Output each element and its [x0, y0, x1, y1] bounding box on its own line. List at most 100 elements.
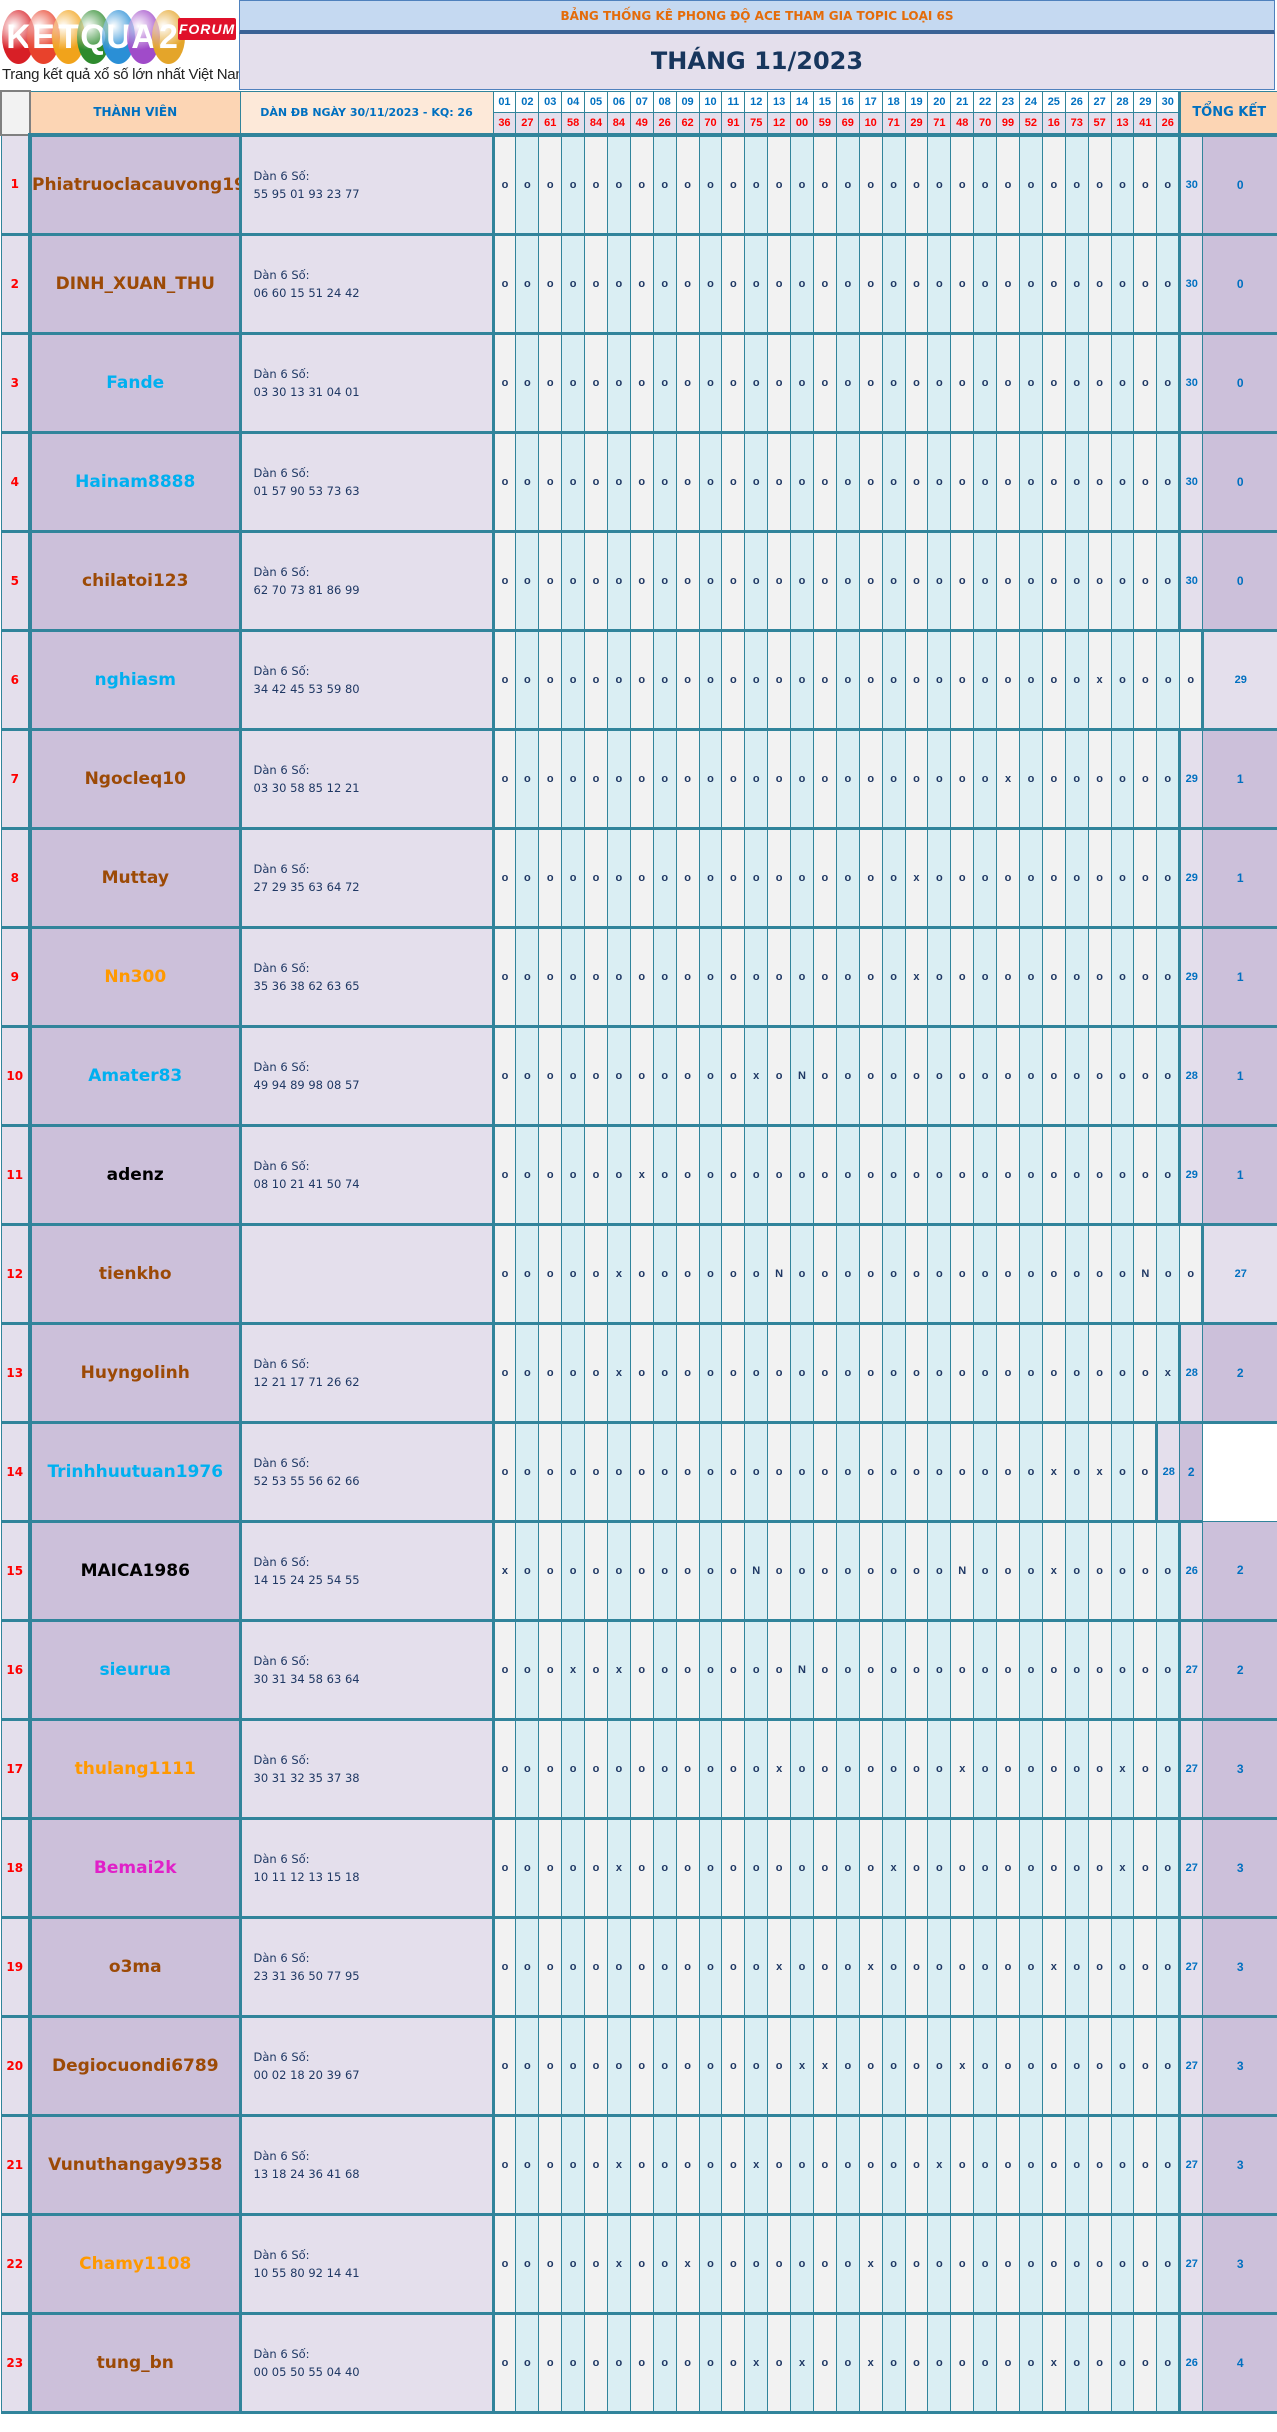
day-mark: o: [812, 629, 837, 731]
day-header: 23: [996, 90, 1020, 113]
member-name[interactable]: Nn300: [29, 926, 242, 1028]
member-name[interactable]: MAICA1986: [29, 1520, 242, 1622]
day-mark: o: [1110, 827, 1135, 929]
day-mark: o: [515, 1421, 540, 1523]
day-header: 13: [767, 90, 792, 113]
day-mark: o: [1064, 1025, 1089, 1127]
member-row: 19 o3ma Dàn 6 Số: 23 31 36 50 77 95 o o o o o o o o…: [0, 1916, 1277, 2018]
day-mark: o: [492, 2312, 517, 2414]
day-mark: o: [858, 1025, 883, 1127]
member-name[interactable]: tung_bn: [29, 2312, 242, 2414]
day-mark: o: [973, 2213, 998, 2315]
day-mark: o: [538, 332, 563, 434]
dan-label: Dàn 6 Số:: [253, 762, 310, 777]
day-mark: x: [904, 926, 929, 1028]
member-name[interactable]: Amater83: [29, 1025, 242, 1127]
day-mark: o: [538, 2114, 563, 2216]
day-mark: o: [927, 2312, 952, 2414]
header-row-days: THÀNH VIÊN DÀN ĐB NGÀY 30/11/2023 - KQ: 2…: [0, 90, 1277, 137]
participation-count: 29: [1178, 926, 1204, 1028]
day-mark: o: [767, 2114, 792, 2216]
member-name[interactable]: nghiasm: [29, 629, 242, 731]
day-mark: o: [1041, 2015, 1066, 2117]
member-name[interactable]: thulang1111: [29, 1718, 242, 1820]
member-name[interactable]: Phiatruoclacauvong1984: [29, 134, 242, 236]
member-name[interactable]: chilatoi123: [29, 530, 242, 632]
day-mark: o: [744, 629, 769, 731]
day-mark: o: [584, 332, 608, 434]
day-mark: o: [1110, 1520, 1135, 1622]
day-mark: o: [1087, 2015, 1112, 2117]
day-mark: o: [973, 431, 998, 533]
member-name[interactable]: Hainam8888: [29, 431, 242, 533]
member-name[interactable]: o3ma: [29, 1916, 242, 2018]
day-mark: o: [629, 629, 654, 731]
day-mark: o: [698, 431, 723, 533]
day-mark: o: [996, 233, 1020, 335]
participation-count: 27: [1178, 1619, 1204, 1721]
day-mark: o: [721, 827, 746, 929]
day-mark: o: [721, 926, 746, 1028]
day-result: 10: [858, 111, 883, 137]
day-mark: o: [812, 1916, 837, 2018]
participation-count: 30: [1178, 530, 1204, 632]
day-mark: o: [1133, 1718, 1158, 1820]
participation-count: 29: [1178, 728, 1204, 830]
day-mark: o: [561, 1025, 586, 1127]
day-mark: o: [1087, 926, 1112, 1028]
member-name[interactable]: Chamy1108: [29, 2213, 242, 2315]
day-mark: o: [1110, 233, 1135, 335]
day-mark: o: [1156, 134, 1181, 236]
day-mark: o: [973, 827, 998, 929]
day-mark: o: [675, 134, 700, 236]
participation-count: 27: [1201, 1223, 1277, 1325]
day-mark: o: [904, 728, 929, 830]
day-mark: o: [606, 926, 631, 1028]
day-mark: o: [1018, 1322, 1043, 1424]
member-name[interactable]: Huyngolinh: [29, 1322, 242, 1424]
day-mark: o: [538, 1916, 563, 2018]
member-name[interactable]: Degiocuondi6789: [29, 2015, 242, 2117]
day-mark: o: [1064, 1124, 1089, 1226]
day-mark: o: [698, 629, 723, 731]
day-mark: o: [515, 332, 540, 434]
member-name[interactable]: Trinhhuutuan1976: [29, 1421, 242, 1523]
member-name[interactable]: Muttay: [29, 827, 242, 929]
day-mark: o: [561, 332, 586, 434]
day-mark: o: [584, 1223, 608, 1325]
member-name[interactable]: Bemai2k: [29, 1817, 242, 1919]
day-mark: o: [881, 2114, 906, 2216]
day-mark: o: [561, 2114, 586, 2216]
day-mark: o: [675, 1124, 700, 1226]
participation-count: 29: [1178, 827, 1204, 929]
day-result: 69: [835, 111, 860, 137]
total-score: 3: [1202, 2114, 1277, 2216]
day-mark: o: [1064, 332, 1089, 434]
member-name[interactable]: tienkho: [29, 1223, 242, 1325]
day-mark: o: [904, 2312, 929, 2414]
day-mark: o: [744, 431, 769, 533]
member-name[interactable]: DINH_XUAN_THU: [29, 233, 242, 335]
member-name[interactable]: Ngocleq10: [29, 728, 242, 830]
member-name[interactable]: sieurua: [29, 1619, 242, 1721]
day-mark: o: [767, 1619, 792, 1721]
day-mark: o: [835, 134, 860, 236]
day-mark: o: [881, 2213, 906, 2315]
total-score: 3: [1202, 1916, 1277, 2018]
row-number-header[interactable]: [0, 90, 31, 136]
member-name[interactable]: Vunuthangay9358: [29, 2114, 242, 2216]
participation-count: 30: [1178, 431, 1204, 533]
day-mark: o: [538, 926, 563, 1028]
day-mark: x: [1087, 629, 1112, 731]
day-mark: o: [492, 332, 517, 434]
day-mark: o: [561, 1916, 586, 2018]
member-name[interactable]: Fande: [29, 332, 242, 434]
member-name[interactable]: adenz: [29, 1124, 242, 1226]
day-mark: o: [698, 134, 723, 236]
dan-label: Dàn 6 Số:: [253, 861, 310, 876]
day-mark: o: [606, 827, 631, 929]
day-mark: o: [561, 2312, 586, 2414]
day-mark: o: [950, 1124, 975, 1226]
